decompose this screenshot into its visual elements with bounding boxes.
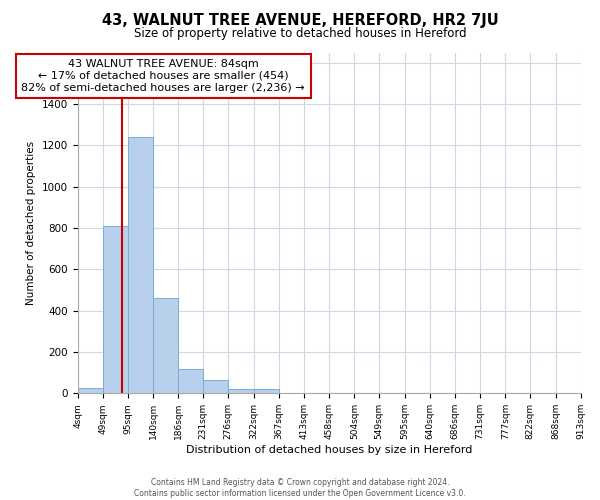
Bar (228, 389, 254, 394)
Y-axis label: Number of detached properties: Number of detached properties (26, 141, 36, 305)
Text: 43, WALNUT TREE AVENUE, HEREFORD, HR2 7JU: 43, WALNUT TREE AVENUE, HEREFORD, HR2 7J… (101, 12, 499, 28)
Text: Size of property relative to detached houses in Hereford: Size of property relative to detached ho… (134, 28, 466, 40)
Text: Contains HM Land Registry data © Crown copyright and database right 2024.
Contai: Contains HM Land Registry data © Crown c… (134, 478, 466, 498)
Bar (254, 389, 278, 394)
Bar (128, 137, 153, 394)
Bar (78, 388, 103, 394)
Bar (178, 368, 203, 394)
Bar (153, 298, 178, 394)
Bar (203, 380, 228, 394)
Text: 43 WALNUT TREE AVENUE: 84sqm
← 17% of detached houses are smaller (454)
82% of s: 43 WALNUT TREE AVENUE: 84sqm ← 17% of de… (22, 60, 305, 92)
Bar (103, 226, 128, 394)
X-axis label: Distribution of detached houses by size in Hereford: Distribution of detached houses by size … (186, 445, 472, 455)
